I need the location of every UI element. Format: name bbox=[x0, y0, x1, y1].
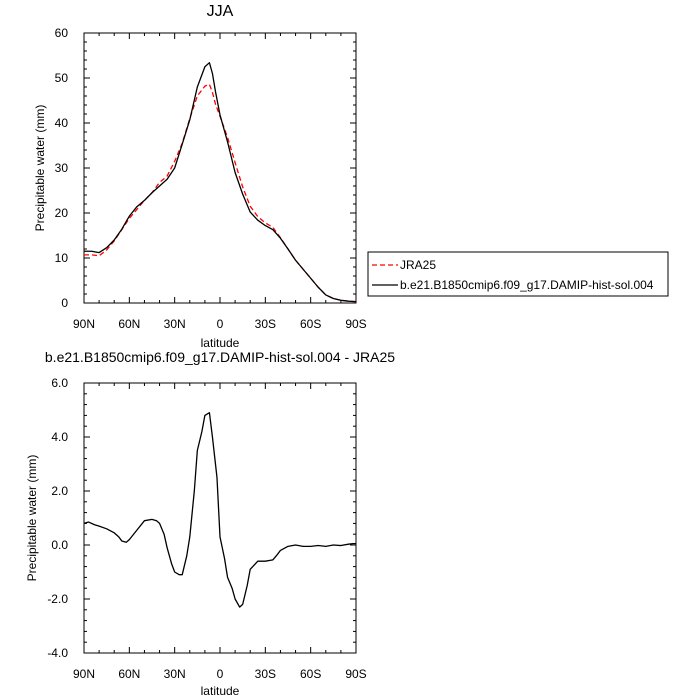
bottom-x-tick-label: 0 bbox=[217, 667, 224, 681]
top-x-tick-label: 90N bbox=[73, 317, 95, 331]
bottom-y-tick-label: 2.0 bbox=[51, 484, 68, 498]
top-y-ticks: 0 10 20 30 40 50 60 bbox=[55, 26, 356, 310]
top-series-lines bbox=[84, 62, 357, 303]
bottom-y-tick-label: -2.0 bbox=[47, 592, 68, 606]
bottom-x-axis-label: latitude bbox=[201, 684, 240, 698]
top-x-ticks: 90N 60N 30N 0 30S 60S 90S bbox=[73, 33, 367, 331]
bottom-x-tick-label: 90S bbox=[345, 667, 366, 681]
bottom-x-tick-label: 60S bbox=[300, 667, 321, 681]
top-plot-frame bbox=[83, 32, 357, 304]
bottom-y-tick-label: -4.0 bbox=[47, 646, 68, 660]
top-y-tick-label: 10 bbox=[55, 251, 69, 265]
bottom-y-axis-label: Precipitable water (mm) bbox=[25, 455, 39, 582]
top-x-tick-label: 60S bbox=[300, 317, 321, 331]
bottom-panel: b.e21.B1850cmip6.f09_g17.DAMIP-hist-sol.… bbox=[25, 349, 395, 698]
top-panel: JJA 90N 60N 30N 0 30S 60S 90S 0 10 20 30 40 50 60 la… bbox=[33, 3, 367, 350]
top-series-line-1 bbox=[84, 62, 357, 303]
top-y-axis-label: Precipitable water (mm) bbox=[33, 105, 47, 232]
top-y-tick-label: 40 bbox=[55, 116, 69, 130]
top-y-tick-label: 0 bbox=[61, 296, 68, 310]
top-y-tick-label: 20 bbox=[55, 206, 69, 220]
top-y-tick-label: 60 bbox=[55, 26, 69, 40]
bottom-x-tick-label: 60N bbox=[118, 667, 140, 681]
bottom-plot-frame bbox=[83, 382, 357, 654]
bottom-chart-title: b.e21.B1850cmip6.f09_g17.DAMIP-hist-sol.… bbox=[45, 349, 395, 365]
top-x-tick-label: 0 bbox=[217, 317, 224, 331]
bottom-x-tick-label: 90N bbox=[73, 667, 95, 681]
bottom-y-tick-label: 4.0 bbox=[51, 430, 68, 444]
bottom-y-ticks: -4.0 -2.0 0.0 2.0 4.0 6.0 bbox=[47, 376, 356, 660]
legend-box bbox=[367, 251, 669, 297]
top-x-axis-label: latitude bbox=[201, 336, 240, 350]
top-x-tick-label: 90S bbox=[345, 317, 366, 331]
bottom-y-tick-label: 0.0 bbox=[51, 538, 68, 552]
bottom-series-line-0 bbox=[83, 412, 356, 608]
top-x-tick-label: 30N bbox=[164, 317, 186, 331]
bottom-x-ticks: 90N 60N 30N 0 30S 60S 90S bbox=[73, 383, 367, 681]
legend: JRA25 b.e21.B1850cmip6.f09_g17.DAMIP-his… bbox=[367, 251, 669, 297]
bottom-x-tick-label: 30N bbox=[164, 667, 186, 681]
legend-label-model: b.e21.B1850cmip6.f09_g17.DAMIP-hist-sol.… bbox=[400, 278, 654, 292]
legend-label-jra25: JRA25 bbox=[400, 258, 436, 272]
bottom-y-tick-label: 6.0 bbox=[51, 376, 68, 390]
top-x-tick-label: 60N bbox=[118, 317, 140, 331]
top-y-tick-label: 50 bbox=[55, 71, 69, 85]
top-chart-title: JJA bbox=[207, 3, 234, 20]
bottom-series-lines bbox=[83, 412, 356, 608]
top-y-tick-label: 30 bbox=[55, 161, 69, 175]
bottom-x-tick-label: 30S bbox=[255, 667, 276, 681]
top-x-tick-label: 30S bbox=[255, 317, 276, 331]
